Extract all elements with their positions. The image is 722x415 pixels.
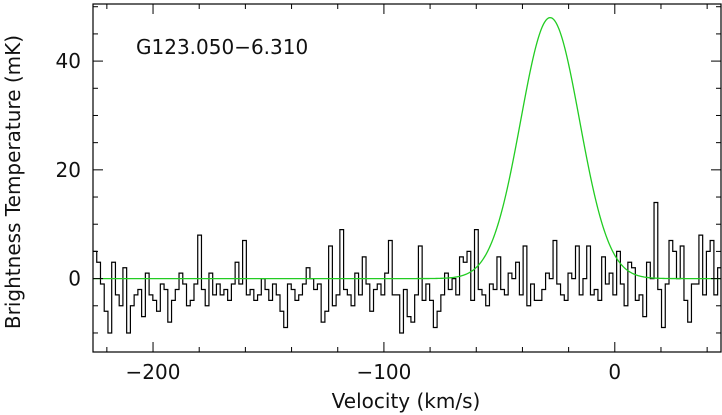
y-axis: 0 20 40 — [56, 6, 721, 334]
plot-frame — [92, 3, 722, 353]
y-axis-label: Brightness Temperature (mK) — [1, 35, 25, 329]
plot-area — [93, 16, 721, 334]
gaussian-fit-line — [93, 16, 721, 280]
x-axis: −200 −100 0 — [106, 4, 708, 384]
x-axis-label: Velocity (km/s) — [332, 389, 481, 413]
source-label: G123.050−6.310 — [136, 35, 308, 59]
y-tick-label: 0 — [68, 267, 81, 291]
x-tick-label: −200 — [126, 360, 181, 384]
x-tick-label: −100 — [356, 360, 411, 384]
spectrum-histogram — [93, 201, 721, 334]
x-tick-label: 0 — [608, 360, 621, 384]
y-tick-label: 40 — [56, 49, 81, 73]
y-tick-label: 20 — [56, 158, 81, 182]
